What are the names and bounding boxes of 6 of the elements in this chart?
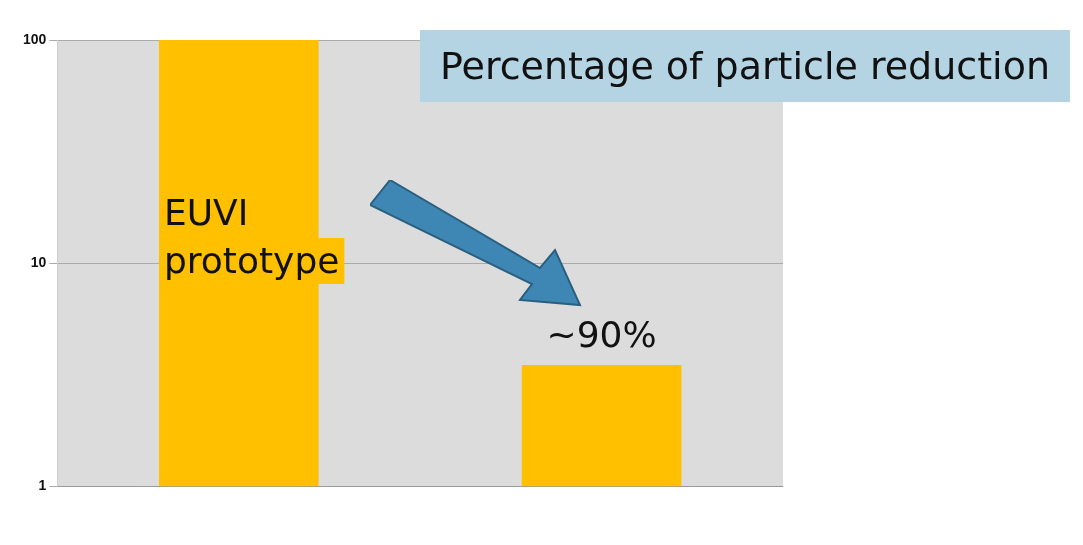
chart-title: Percentage of particle reduction	[420, 30, 1071, 102]
y-tick-label: 100	[23, 30, 47, 47]
annotation: ~90%	[546, 314, 657, 356]
y-tick-label: 1	[38, 477, 47, 494]
annotation: EUVI prototype	[163, 192, 340, 281]
y-tick-label: 10	[30, 254, 47, 271]
